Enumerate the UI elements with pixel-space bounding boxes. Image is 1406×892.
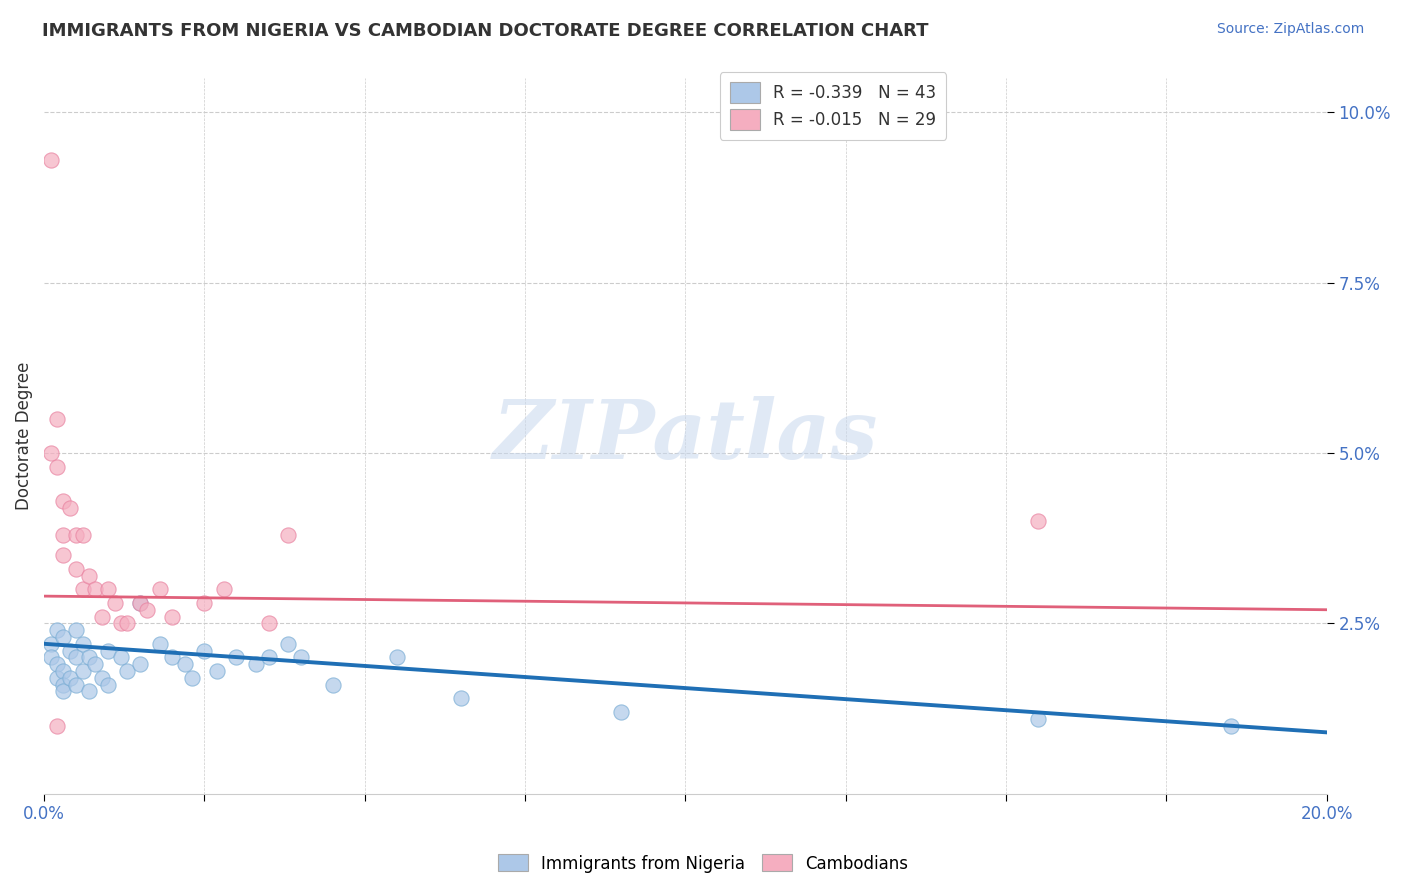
Point	[290, 650, 312, 665]
Point	[162, 650, 184, 665]
Point	[148, 637, 170, 651]
Point	[39, 153, 62, 168]
Point	[65, 678, 87, 692]
Point	[129, 657, 152, 672]
Point	[52, 493, 75, 508]
Point	[52, 678, 75, 692]
Point	[129, 596, 152, 610]
Point	[97, 582, 120, 597]
Point	[52, 528, 75, 542]
Point	[77, 650, 100, 665]
Point	[277, 637, 299, 651]
Point	[52, 630, 75, 644]
Text: ZIPatlas: ZIPatlas	[492, 396, 879, 476]
Point	[193, 643, 215, 657]
Point	[65, 623, 87, 637]
Point	[65, 562, 87, 576]
Point	[45, 718, 67, 732]
Text: Source: ZipAtlas.com: Source: ZipAtlas.com	[1216, 22, 1364, 37]
Point	[225, 650, 247, 665]
Point	[72, 664, 94, 678]
Point	[52, 664, 75, 678]
Point	[245, 657, 267, 672]
Point	[45, 671, 67, 685]
Point	[72, 528, 94, 542]
Point	[39, 650, 62, 665]
Point	[45, 412, 67, 426]
Point	[59, 643, 82, 657]
Point	[77, 568, 100, 582]
Point	[39, 446, 62, 460]
Point	[385, 650, 408, 665]
Point	[90, 671, 112, 685]
Point	[45, 657, 67, 672]
Point	[129, 596, 152, 610]
Point	[450, 691, 472, 706]
Point	[180, 671, 202, 685]
Point	[45, 623, 67, 637]
Point	[110, 616, 132, 631]
Point	[65, 650, 87, 665]
Point	[277, 528, 299, 542]
Point	[97, 678, 120, 692]
Point	[65, 528, 87, 542]
Point	[193, 596, 215, 610]
Point	[45, 459, 67, 474]
Point	[117, 616, 139, 631]
Text: IMMIGRANTS FROM NIGERIA VS CAMBODIAN DOCTORATE DEGREE CORRELATION CHART: IMMIGRANTS FROM NIGERIA VS CAMBODIAN DOC…	[42, 22, 929, 40]
Point	[52, 684, 75, 698]
Point	[322, 678, 344, 692]
Point	[1219, 718, 1241, 732]
Point	[59, 671, 82, 685]
Point	[77, 684, 100, 698]
Point	[104, 596, 127, 610]
Point	[174, 657, 197, 672]
Point	[1026, 712, 1049, 726]
Point	[72, 582, 94, 597]
Point	[39, 637, 62, 651]
Point	[135, 603, 157, 617]
Point	[84, 582, 107, 597]
Point	[1026, 514, 1049, 528]
Point	[212, 582, 235, 597]
Point	[72, 637, 94, 651]
Point	[257, 616, 280, 631]
Legend: R = -0.339   N = 43, R = -0.015   N = 29: R = -0.339 N = 43, R = -0.015 N = 29	[720, 72, 946, 140]
Point	[610, 705, 633, 719]
Point	[148, 582, 170, 597]
Point	[90, 609, 112, 624]
Point	[84, 657, 107, 672]
Point	[97, 643, 120, 657]
Point	[162, 609, 184, 624]
Point	[207, 664, 229, 678]
Legend: Immigrants from Nigeria, Cambodians: Immigrants from Nigeria, Cambodians	[491, 847, 915, 880]
Point	[52, 548, 75, 562]
Point	[257, 650, 280, 665]
Point	[117, 664, 139, 678]
Point	[59, 500, 82, 515]
Y-axis label: Doctorate Degree: Doctorate Degree	[15, 362, 32, 510]
Point	[110, 650, 132, 665]
